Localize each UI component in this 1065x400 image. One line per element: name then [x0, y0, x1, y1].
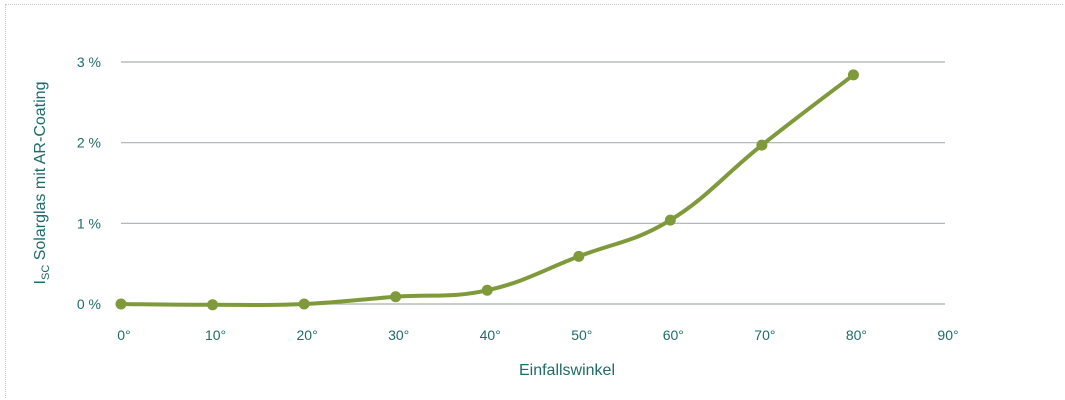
x-tick-label: 90°: [937, 327, 958, 343]
y-tick-label: 0 %: [77, 296, 101, 312]
x-tick-label: 40°: [480, 327, 501, 343]
x-tick-label: 10°: [205, 327, 226, 343]
data-point: [390, 291, 402, 303]
y-tick-label: 2 %: [77, 135, 101, 151]
y-tick-label: 1 %: [77, 215, 101, 231]
y-tick-labels: 0 % 1 % 2 % 3 %: [77, 54, 101, 312]
y-tick-label: 3 %: [77, 54, 101, 70]
x-tick-label: 30°: [388, 327, 409, 343]
data-point: [481, 284, 493, 296]
y-axis-title-rest: Solarglas mit AR-Coating: [32, 82, 49, 265]
x-tick-label: 0°: [117, 327, 130, 343]
series-line: [119, 72, 856, 308]
y-axis-title: ISC Solarglas mit AR-Coating: [32, 82, 52, 285]
x-tick-label: 50°: [571, 327, 592, 343]
y-axis-title-sub: SC: [40, 265, 52, 280]
chart-frame: [5, 4, 1063, 398]
x-tick-label: 20°: [297, 327, 318, 343]
x-tick-label: 80°: [846, 327, 867, 343]
x-axis-title: Einfallswinkel: [519, 362, 615, 379]
data-point: [298, 298, 310, 310]
data-point: [115, 298, 127, 310]
data-point: [207, 299, 219, 311]
data-point: [847, 69, 859, 81]
x-tick-label: 60°: [663, 327, 684, 343]
data-point: [664, 214, 676, 226]
data-point: [573, 250, 585, 262]
y-axis-title-main: I: [32, 280, 49, 284]
data-points: [115, 69, 859, 311]
x-tick-label: 70°: [754, 327, 775, 343]
data-point: [756, 139, 768, 151]
x-tick-labels: 0° 10° 20° 30° 40° 50° 60° 70° 80° 90°: [117, 327, 958, 343]
